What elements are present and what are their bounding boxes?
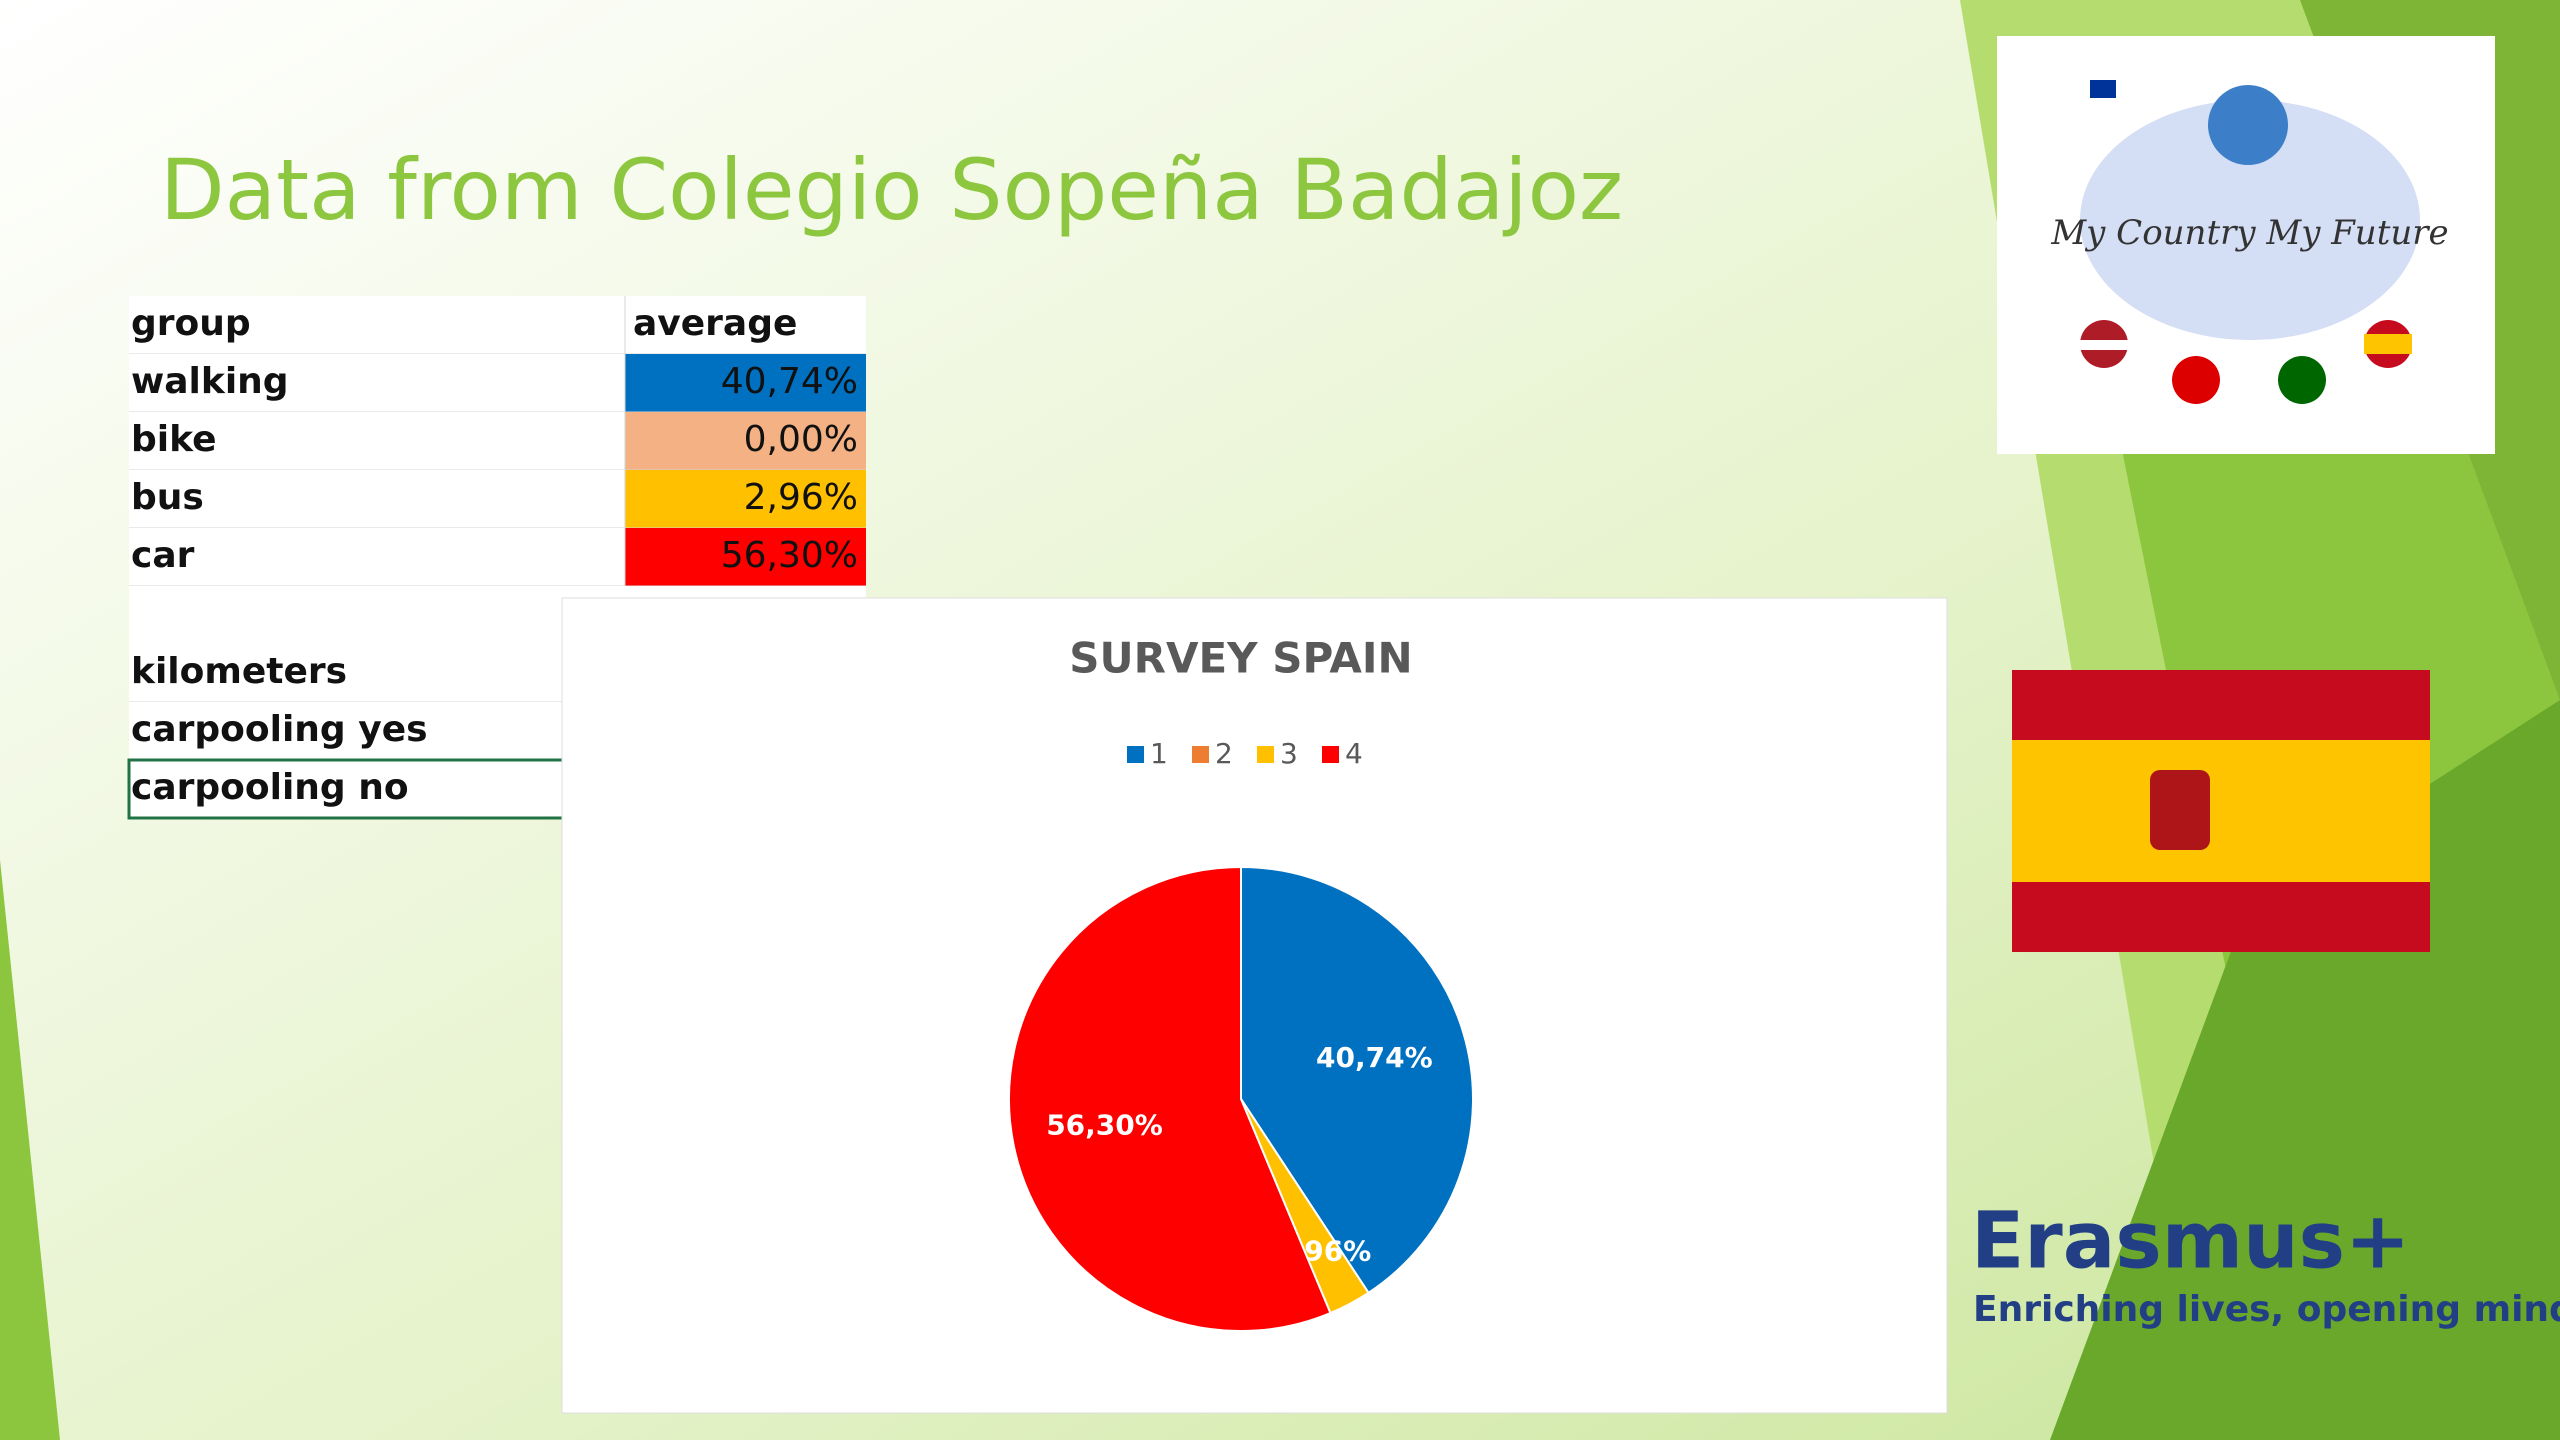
table-label: carpooling yes [131,709,428,750]
table-cell-color [625,354,866,412]
erasmus-slogan: Enriching lives, opening minds. [1973,1289,2560,1330]
legend-label: 2 [1215,737,1233,770]
table-cell-color [625,528,866,586]
table-label: group [131,303,251,344]
pie-chart: 40,74%2,96%56,30%1 2 3 4 [1008,737,1475,1332]
chart-title: SURVEY SPAIN [1069,634,1412,683]
data-label: 56,30% [1046,1108,1163,1141]
legend-swatch [1322,746,1339,763]
table-value: 0,00% [744,419,858,460]
pie-slice [1008,865,1332,1332]
legend-swatch [1127,746,1144,763]
table-value: 56,30% [721,535,858,576]
table-label: bus [131,477,204,518]
table-label: bike [131,419,217,460]
spain-flag [2012,670,2430,952]
data-label: 40,74% [1316,1041,1433,1074]
table-label: kilometers [131,651,347,692]
table-label: walking [131,361,289,402]
table-value: average [633,303,797,344]
project-logo: My Country My Future [1997,36,2495,454]
legend-label: 1 [1150,737,1168,770]
table-cell-color [625,470,866,528]
table-value: 2,96% [744,477,858,518]
logo-title: My Country My Future [2050,213,2448,253]
legend-label: 4 [1345,737,1363,770]
slide-title: Data from Colegio Sopeña Badajoz [160,141,1623,239]
data-table: group average walking 40,74% bike 0,00% bus 2,9… [127,296,866,820]
legend-label: 3 [1280,737,1298,770]
table-label: carpooling no [131,767,409,808]
legend-swatch [1192,746,1209,763]
erasmus-name: Erasmus+ [1971,1196,2410,1286]
table-label: car [131,535,195,576]
legend-swatch [1257,746,1274,763]
table-value: 40,74% [721,361,858,402]
table-cell-color [625,412,866,470]
table-row-bg [129,296,866,354]
